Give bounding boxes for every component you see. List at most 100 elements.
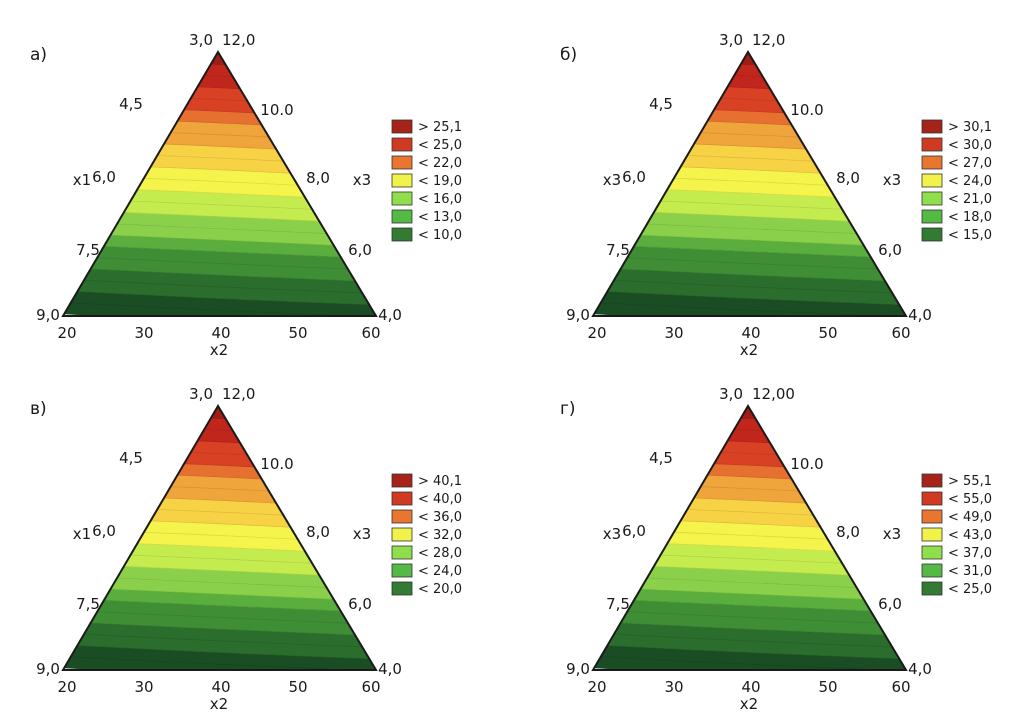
contour-line — [593, 92, 906, 114]
contour-line — [593, 617, 906, 639]
contour-line — [63, 526, 376, 548]
legend-swatch — [921, 191, 943, 206]
contour-line — [63, 195, 376, 217]
contour-line — [63, 149, 376, 171]
contour-line — [63, 69, 376, 91]
contour-line — [593, 412, 906, 434]
left-tick-label: 7,5 — [606, 595, 630, 613]
legend-label: < 28,0 — [418, 546, 462, 561]
legend-swatch — [391, 491, 413, 506]
contour-line — [593, 275, 906, 297]
contour-line — [593, 298, 906, 316]
contour-line — [63, 446, 376, 468]
ternary-panel-3: в) 3,0 12,0 4,5 6,0 7,5 9,0 10.0 8,0 6,0 4,0 20 30 40… — [30, 385, 462, 713]
contour-line — [63, 583, 376, 605]
contour-line — [593, 583, 906, 605]
contour-line — [63, 172, 376, 194]
legend-label: > 25,1 — [418, 120, 462, 135]
contour-line — [593, 218, 906, 240]
contour-line — [593, 572, 906, 594]
legend-swatch — [391, 137, 413, 152]
legend-label: < 32,0 — [418, 528, 462, 543]
bottom-tick-label: 30 — [664, 678, 683, 696]
contour-line — [593, 458, 906, 479]
legend-label: < 55,0 — [948, 492, 992, 507]
contour-line — [593, 492, 906, 514]
legend-label: < 19,0 — [418, 174, 462, 189]
left-tick-label: 6,0 — [92, 522, 116, 540]
contour-line — [593, 629, 906, 651]
bottom-tick-label: 50 — [288, 324, 307, 342]
legend-swatch — [391, 119, 413, 134]
right-tick-label: 8,0 — [306, 523, 330, 541]
left-tick-label: 7,5 — [606, 241, 630, 259]
contour-line — [63, 458, 376, 479]
right-tick-label: 10.0 — [790, 455, 823, 473]
contour-line — [63, 104, 376, 125]
triangle-outline — [591, 50, 908, 317]
left-tick-label: 4,5 — [649, 449, 673, 467]
left-tick-label: 4,5 — [649, 95, 673, 113]
contour-line — [63, 515, 376, 536]
bottom-tick-label: 30 — [134, 324, 153, 342]
left-axis-label: x1 — [73, 171, 91, 189]
contour-line — [593, 104, 906, 125]
apex-label-left: 3,0 — [189, 385, 213, 403]
legend-label: < 18,0 — [948, 210, 992, 225]
bottom-axis-label: x2 — [740, 695, 758, 713]
contour-line — [593, 241, 906, 262]
legend-swatch — [391, 509, 413, 524]
contour-line — [593, 480, 906, 502]
legend-label: > 55,1 — [948, 474, 992, 489]
legend-swatch — [921, 227, 943, 242]
ternary-panel-1: а) 3,0 12,0 4,5 6,0 7,5 9,0 10.0 8,0 6,0 4,0 20 30 40… — [30, 31, 462, 359]
bottom-tick-label: 60 — [891, 324, 910, 342]
legend-swatch — [391, 155, 413, 170]
contour-line — [63, 538, 376, 559]
contour-line — [593, 640, 906, 662]
legend-swatch — [921, 563, 943, 578]
right-tick-label: 4,0 — [378, 660, 402, 678]
contour-line — [593, 115, 906, 137]
bottom-tick-label: 20 — [587, 678, 606, 696]
apex-label-left: 3,0 — [719, 31, 743, 49]
left-tick-label: 7,5 — [76, 241, 100, 259]
legend-swatch — [921, 509, 943, 524]
contour-line — [593, 81, 906, 103]
contour-line — [63, 549, 376, 571]
bottom-tick-label: 20 — [587, 324, 606, 342]
right-tick-label: 8,0 — [306, 169, 330, 187]
right-tick-label: 8,0 — [836, 523, 860, 541]
legend-label: < 15,0 — [948, 228, 992, 243]
bottom-tick-label: 20 — [57, 678, 76, 696]
left-axis-label: x3 — [603, 525, 621, 543]
legend-label: < 43,0 — [948, 528, 992, 543]
contour-bands — [593, 52, 906, 316]
right-tick-label: 4,0 — [908, 306, 932, 324]
contour-line — [593, 184, 906, 205]
right-tick-label: 6,0 — [348, 241, 372, 259]
contour-line — [63, 480, 376, 502]
contour-line — [63, 218, 376, 240]
contour-line — [63, 595, 376, 616]
contour-line — [593, 606, 906, 628]
legend-swatch — [391, 527, 413, 542]
contour-line — [593, 252, 906, 274]
bottom-tick-label: 50 — [288, 678, 307, 696]
bottom-tick-label: 40 — [211, 324, 230, 342]
legend-label: < 25,0 — [948, 582, 992, 597]
contour-line — [593, 503, 906, 525]
contour-line — [593, 435, 906, 457]
contour-line — [63, 138, 376, 160]
contour-bands — [593, 406, 906, 670]
contour-line — [63, 560, 376, 582]
bottom-tick-label: 30 — [134, 678, 153, 696]
panel-label: а) — [30, 45, 47, 65]
legend-label: < 13,0 — [418, 210, 462, 225]
legend-swatch — [391, 227, 413, 242]
contour-bands — [63, 406, 376, 670]
contour-line — [63, 492, 376, 514]
contour-bands — [63, 52, 376, 316]
legend-swatch — [391, 191, 413, 206]
